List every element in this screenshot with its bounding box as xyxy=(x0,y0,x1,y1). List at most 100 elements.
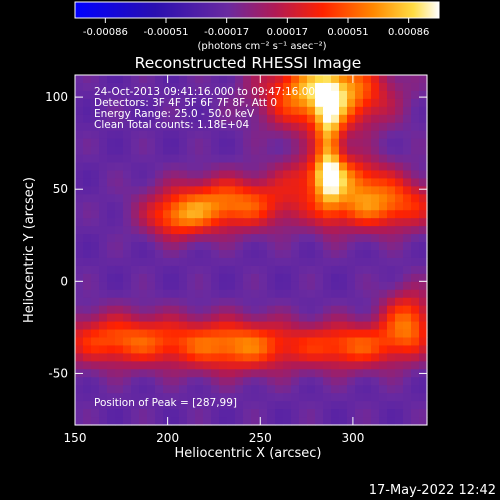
heatmap-cell xyxy=(155,170,164,179)
heatmap-cell xyxy=(251,202,260,211)
heatmap-cell xyxy=(411,202,420,211)
heatmap-cell xyxy=(363,337,372,347)
heatmap-cell xyxy=(275,138,284,148)
heatmap-cell xyxy=(163,106,172,116)
heatmap-cell xyxy=(227,146,236,156)
heatmap-cell xyxy=(387,257,396,267)
heatmap-cell xyxy=(395,297,404,307)
heatmap-cell xyxy=(251,377,260,386)
heatmap-cell xyxy=(283,75,292,84)
heatmap-cell xyxy=(347,114,356,124)
heatmap-cell xyxy=(395,138,404,148)
heatmap-cell xyxy=(395,234,404,243)
heatmap-cell xyxy=(419,250,428,259)
heatmap-cell xyxy=(323,401,332,410)
heatmap-cell xyxy=(139,321,148,331)
heatmap-cell xyxy=(259,289,268,299)
heatmap-cell xyxy=(243,234,252,243)
heatmap-cell xyxy=(371,257,380,267)
heatmap-cell xyxy=(387,122,396,132)
heatmap-cell xyxy=(147,289,156,299)
heatmap-cell xyxy=(339,138,348,148)
heatmap-cell xyxy=(283,114,292,124)
heatmap-cell xyxy=(275,170,284,179)
heatmap-cell xyxy=(235,130,244,140)
heatmap-cell xyxy=(83,265,92,275)
heatmap-cell xyxy=(115,218,124,227)
heatmap-cell xyxy=(275,417,284,426)
heatmap-cell xyxy=(243,265,252,275)
heatmap-cell xyxy=(267,329,276,339)
heatmap-cell xyxy=(411,289,420,299)
heatmap-cell xyxy=(355,313,364,323)
heatmap-cell xyxy=(219,337,228,347)
heatmap-cell xyxy=(259,377,268,386)
heatmap-cell xyxy=(363,361,372,370)
heatmap-cell xyxy=(347,385,356,394)
heatmap-cell xyxy=(107,329,116,339)
heatmap-cell xyxy=(347,106,356,116)
heatmap-cell xyxy=(123,75,132,84)
heatmap-cell xyxy=(147,146,156,156)
heatmap-cell xyxy=(83,297,92,307)
heatmap-cell xyxy=(371,297,380,307)
heatmap-cell xyxy=(171,202,180,211)
heatmap-cell xyxy=(139,257,148,267)
heatmap-cell xyxy=(235,417,244,426)
heatmap-cell xyxy=(115,361,124,370)
heatmap-cell xyxy=(371,170,380,179)
heatmap-cell xyxy=(91,337,100,347)
colorbar-tick-label: 0.00051 xyxy=(327,27,368,38)
heatmap-cell xyxy=(259,257,268,267)
heatmap-cell xyxy=(187,146,196,156)
heatmap-cell xyxy=(355,289,364,299)
chart-title: Reconstructed RHESSI Image xyxy=(135,54,362,72)
heatmap-cell xyxy=(123,337,132,347)
heatmap-cell xyxy=(75,170,84,179)
heatmap-cell xyxy=(211,305,220,315)
heatmap-cell xyxy=(323,385,332,394)
heatmap-cell xyxy=(275,329,284,339)
heatmap-cell xyxy=(147,82,156,92)
heatmap-cell xyxy=(307,409,316,418)
heatmap-cell xyxy=(179,202,188,211)
heatmap-cell xyxy=(395,313,404,323)
heatmap-cell xyxy=(419,385,428,394)
heatmap-cell xyxy=(131,98,140,108)
heatmap-cell xyxy=(299,257,308,267)
heatmap-cell xyxy=(243,361,252,370)
heatmap-cell xyxy=(123,202,132,211)
heatmap-cell xyxy=(251,361,260,370)
heatmap-cell xyxy=(187,377,196,386)
heatmap-cell xyxy=(355,329,364,339)
heatmap-cell xyxy=(243,106,252,116)
heatmap-cell xyxy=(395,401,404,410)
heatmap-cell xyxy=(403,265,412,275)
heatmap-cell xyxy=(267,345,276,354)
heatmap-cell xyxy=(211,242,220,251)
heatmap-cell xyxy=(243,98,252,108)
heatmap-cell xyxy=(291,257,300,267)
heatmap-cell xyxy=(187,178,196,187)
heatmap-cell xyxy=(275,409,284,418)
heatmap-cell xyxy=(163,337,172,347)
annotation-line: Energy Range: 25.0 - 50.0 keV xyxy=(94,108,255,120)
heatmap-cell xyxy=(363,393,372,402)
heatmap-cell xyxy=(163,385,172,394)
heatmap-cell xyxy=(235,218,244,227)
heatmap-cell xyxy=(139,75,148,84)
heatmap-cell xyxy=(163,210,172,219)
heatmap-cell xyxy=(291,401,300,410)
heatmap-cell xyxy=(195,106,204,116)
heatmap-cell xyxy=(203,138,212,148)
heatmap-cell xyxy=(235,194,244,203)
heatmap-cell xyxy=(219,162,228,172)
heatmap-cell xyxy=(323,273,332,283)
heatmap-cell xyxy=(403,361,412,370)
heatmap-cell xyxy=(171,218,180,227)
heatmap-cell xyxy=(163,329,172,339)
heatmap-cell xyxy=(123,313,132,323)
heatmap-cell xyxy=(219,170,228,179)
heatmap-cell xyxy=(115,82,124,92)
heatmap-cell xyxy=(355,226,364,235)
